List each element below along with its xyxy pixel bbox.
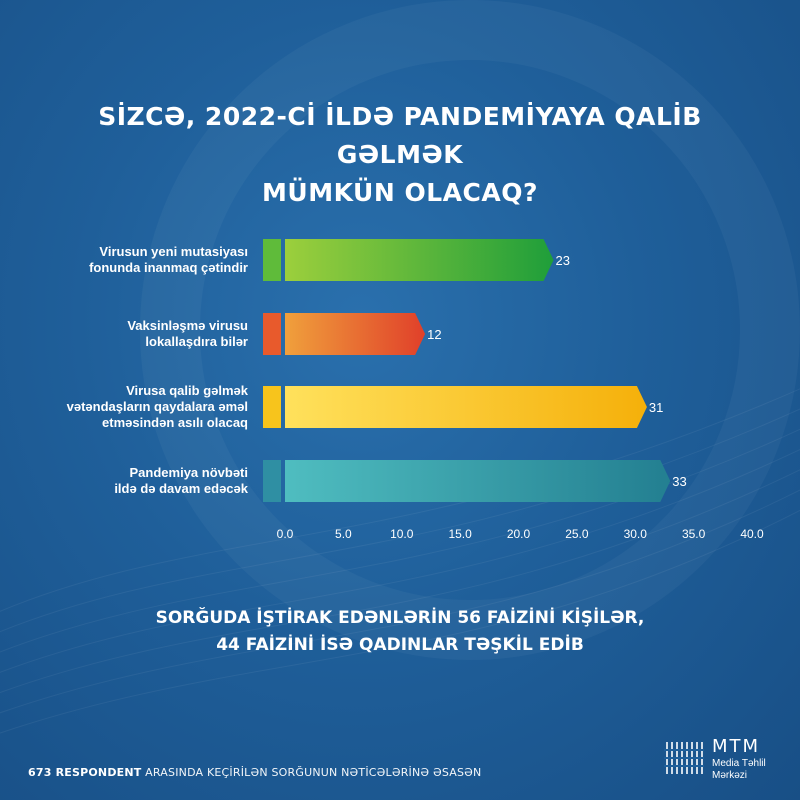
source-note: 673 RESPONDENT ARASINDA KEÇİRİLƏN SORĞUN…	[28, 766, 481, 779]
category-label-line: ildə də davam edəcək	[114, 481, 248, 496]
x-tick-label: 0.0	[277, 527, 294, 541]
x-tick-label: 30.0	[624, 527, 648, 541]
mtm-logo: MTM Media Təhlil Mərkəzi	[664, 736, 776, 784]
category-label-text: Vaksinləşmə virusu lokallaşdıra bilər	[127, 318, 248, 350]
bar-4	[285, 460, 671, 502]
x-tick-label: 10.0	[390, 527, 414, 541]
value-label-2: 12	[427, 327, 441, 342]
value-label-3: 31	[649, 400, 663, 415]
footnote-line-2: 44 FAİZİNİ İSƏ QADINLAR TƏŞKİL EDİB	[216, 635, 584, 655]
x-tick-label: 25.0	[565, 527, 589, 541]
gender-footnote: SORĞUDA İŞTİRAK EDƏNLƏRİN 56 FAİZİNİ KİŞ…	[40, 605, 760, 659]
value-label-1: 23	[556, 253, 570, 268]
bar-1	[285, 239, 554, 281]
mtm-logo-subtitle-line-2: Mərkəzi	[712, 770, 748, 781]
bar-2	[285, 313, 426, 355]
category-label-line: Virusa qalib gəlmək	[126, 383, 248, 398]
category-label-3: Virusa qalib gəlmək vətəndaşların qaydala…	[40, 379, 248, 435]
chart-title-line-2: MÜMKÜN OLACAQ?	[262, 178, 538, 207]
x-tick-label: 40.0	[740, 527, 764, 541]
category-label-line: fonunda inanmaq çətindir	[89, 260, 248, 275]
source-note-rest: ARASINDA KEÇİRİLƏN SORĞUNUN NƏTİCƏLƏRİNƏ…	[141, 766, 482, 779]
category-label-text: Pandemiya növbəti ildə də davam edəcək	[114, 465, 248, 497]
category-label-line: lokallaşdıra bilər	[145, 334, 248, 349]
x-tick-label: 35.0	[682, 527, 706, 541]
mtm-logo-name: MTM	[712, 736, 761, 757]
chart-title: SİZCƏ, 2022-Cİ İLDƏ PANDEMİYAYA QALİB GƏ…	[40, 98, 760, 212]
category-label-line: Vaksinləşmə virusu	[127, 318, 248, 333]
bar-cap-1	[263, 239, 281, 281]
footnote-line-1: SORĞUDA İŞTİRAK EDƏNLƏRİN 56 FAİZİNİ KİŞ…	[155, 608, 645, 628]
source-note-bold: 673 RESPONDENT	[28, 766, 142, 779]
x-tick-label: 20.0	[507, 527, 531, 541]
category-label-text: Virusa qalib gəlmək vətəndaşların qaydala…	[67, 383, 248, 431]
x-tick-label: 5.0	[335, 527, 352, 541]
mtm-logo-icon	[664, 742, 704, 774]
category-label-line: Pandemiya növbəti	[129, 465, 248, 480]
x-tick-label: 15.0	[448, 527, 472, 541]
value-label-4: 33	[672, 474, 686, 489]
category-label-2: Vaksinləşmə virusu lokallaşdıra bilər	[40, 313, 248, 355]
category-label-line: vətəndaşların qaydalara əməl	[66, 399, 248, 414]
category-label-line: etməsindən asılı olacaq	[102, 415, 248, 430]
bar-cap-3	[263, 386, 281, 428]
category-label-line: Virusun yeni mutasiyası	[99, 244, 248, 259]
category-label-1: Virusun yeni mutasiyası fonunda inanmaq ç…	[40, 239, 248, 281]
bar-cap-4	[263, 460, 281, 502]
category-label-4: Pandemiya növbəti ildə də davam edəcək	[40, 460, 248, 502]
bar-3	[285, 386, 647, 428]
bar-cap-2	[263, 313, 281, 355]
category-label-text: Virusun yeni mutasiyası fonunda inanmaq ç…	[89, 244, 248, 276]
mtm-logo-subtitle-line-1: Media Təhlil	[712, 758, 766, 769]
mtm-logo-subtitle: Media Təhlil Mərkəzi	[712, 758, 782, 782]
chart-title-line-1: SİZCƏ, 2022-Cİ İLDƏ PANDEMİYAYA QALİB GƏ…	[98, 102, 702, 169]
